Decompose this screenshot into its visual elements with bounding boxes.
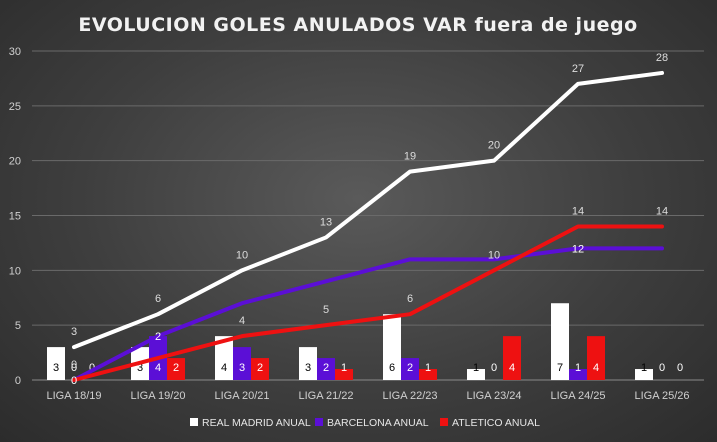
x-tick-label: LIGA 23/24 [466, 390, 521, 402]
bar [215, 336, 233, 380]
legend-swatch [440, 418, 448, 426]
line-value-label: 6 [155, 293, 161, 305]
bar-value-label: 4 [221, 362, 227, 374]
bar [419, 369, 437, 380]
bar [167, 358, 185, 380]
bar-value-label: 3 [239, 362, 245, 374]
bar [335, 369, 353, 380]
bar-value-label: 2 [407, 362, 413, 374]
bar-value-label: 2 [173, 362, 179, 374]
line-value-label: 4 [239, 315, 245, 327]
bar-value-label: 0 [89, 362, 95, 374]
bar [233, 347, 251, 380]
series-line [72, 224, 664, 382]
y-tick-label: 10 [9, 265, 21, 277]
bar-value-label: 1 [641, 362, 647, 374]
bar-value-label: 0 [71, 362, 77, 374]
series-line [72, 246, 664, 382]
gridlines [32, 50, 704, 381]
line-value-label: 19 [404, 151, 416, 163]
bar [587, 336, 605, 380]
bar [467, 369, 485, 380]
bar-value-label: 3 [137, 362, 143, 374]
x-tick-label: LIGA 18/19 [46, 390, 101, 402]
bar-value-label: 0 [491, 362, 497, 374]
bar-value-label: 4 [509, 362, 515, 374]
y-axis: 0 5 10 15 20 25 30 [9, 46, 21, 387]
line-value-label: 10 [236, 249, 248, 261]
x-tick-label: LIGA 20/21 [214, 390, 269, 402]
bar-value-label: 1 [341, 362, 347, 374]
y-tick-label: 30 [9, 46, 21, 58]
bar-value-label: 1 [425, 362, 431, 374]
bar-value-label: 4 [593, 362, 599, 374]
line-value-label: 10 [488, 249, 500, 261]
line-value-label: 0 [71, 375, 77, 387]
legend-swatch [315, 418, 323, 426]
legend-label: REAL MADRID ANUAL [202, 417, 311, 429]
line-value-label: 6 [407, 293, 413, 305]
line-value-label: 20 [488, 140, 500, 152]
line-value-label: 0 [71, 359, 77, 371]
bar [317, 358, 335, 380]
bar [551, 303, 569, 380]
line-value-label: 13 [320, 216, 332, 228]
y-tick-label: 25 [9, 101, 21, 113]
x-tick-label: LIGA 21/22 [298, 390, 353, 402]
y-tick-label: 20 [9, 156, 21, 168]
line-value-label: 27 [572, 63, 584, 75]
bar-value-label: 0 [659, 362, 665, 374]
legend: REAL MADRID ANUAL BARCELONA ANUAL ATLETICO… [190, 417, 540, 429]
bar-value-label: 7 [557, 362, 563, 374]
bar-value-label: 3 [305, 362, 311, 374]
legend-label: ATLETICO ANUAL [452, 417, 540, 429]
bar-value-label: 0 [677, 362, 683, 374]
x-tick-label: LIGA 24/25 [550, 390, 605, 402]
bar [299, 347, 317, 380]
line-value-label: 5 [323, 304, 329, 316]
bar-value-label: 3 [53, 362, 59, 374]
bars: 3 3 4 3 6 1 7 10 4 3 2 2 0 1 00 2 2 1 1 4 4 0 [47, 303, 683, 380]
y-tick-label: 15 [9, 211, 21, 223]
bar [635, 369, 653, 380]
y-tick-label: 0 [15, 375, 21, 387]
bar-value-label: 6 [389, 362, 395, 374]
x-tick-label: LIGA 22/23 [382, 390, 437, 402]
series-line [72, 70, 664, 350]
bar-value-label: 4 [155, 362, 161, 374]
line-value-label: 3 [71, 326, 77, 338]
bar [401, 358, 419, 380]
chart-title: EVOLUCION GOLES ANULADOS VAR fuera de ju… [78, 14, 637, 36]
legend-swatch [190, 418, 198, 426]
bar [383, 314, 401, 380]
legend-label: BARCELONA ANUAL [327, 417, 429, 429]
line-value-label: 2 [155, 331, 161, 343]
bar [569, 369, 587, 380]
x-tick-label: LIGA 19/20 [130, 390, 185, 402]
y-tick-label: 5 [15, 320, 21, 332]
bar-value-label: 1 [473, 362, 479, 374]
line-value-label: 28 [656, 52, 668, 64]
bar [251, 358, 269, 380]
bar-value-label: 2 [323, 362, 329, 374]
bar [47, 347, 65, 380]
bar-value-label: 1 [575, 362, 581, 374]
bar [503, 336, 521, 380]
x-tick-label: LIGA 25/26 [634, 390, 689, 402]
bar-value-label: 2 [257, 362, 263, 374]
line-value-label: 14 [572, 205, 584, 217]
line-value-label: 14 [656, 205, 668, 217]
x-axis: LIGA 18/19 LIGA 19/20 LIGA 20/21 LIGA 21/22… [46, 390, 689, 402]
line-value-label: 12 [572, 243, 584, 255]
